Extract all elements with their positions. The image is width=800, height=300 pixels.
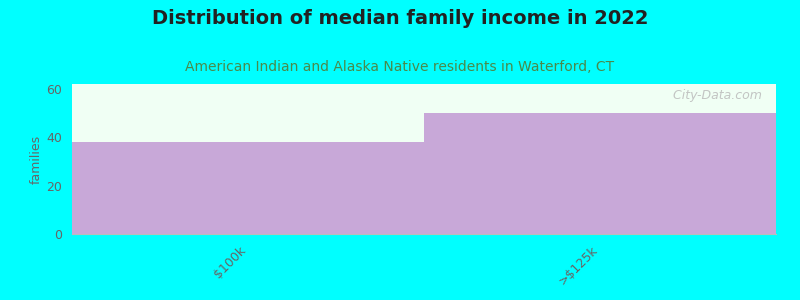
Text: Distribution of median family income in 2022: Distribution of median family income in … (152, 9, 648, 28)
Text: American Indian and Alaska Native residents in Waterford, CT: American Indian and Alaska Native reside… (186, 60, 614, 74)
Bar (72, 142, 424, 234)
Bar (424, 113, 776, 234)
Text: City-Data.com: City-Data.com (665, 88, 762, 101)
Y-axis label: families: families (30, 134, 42, 184)
